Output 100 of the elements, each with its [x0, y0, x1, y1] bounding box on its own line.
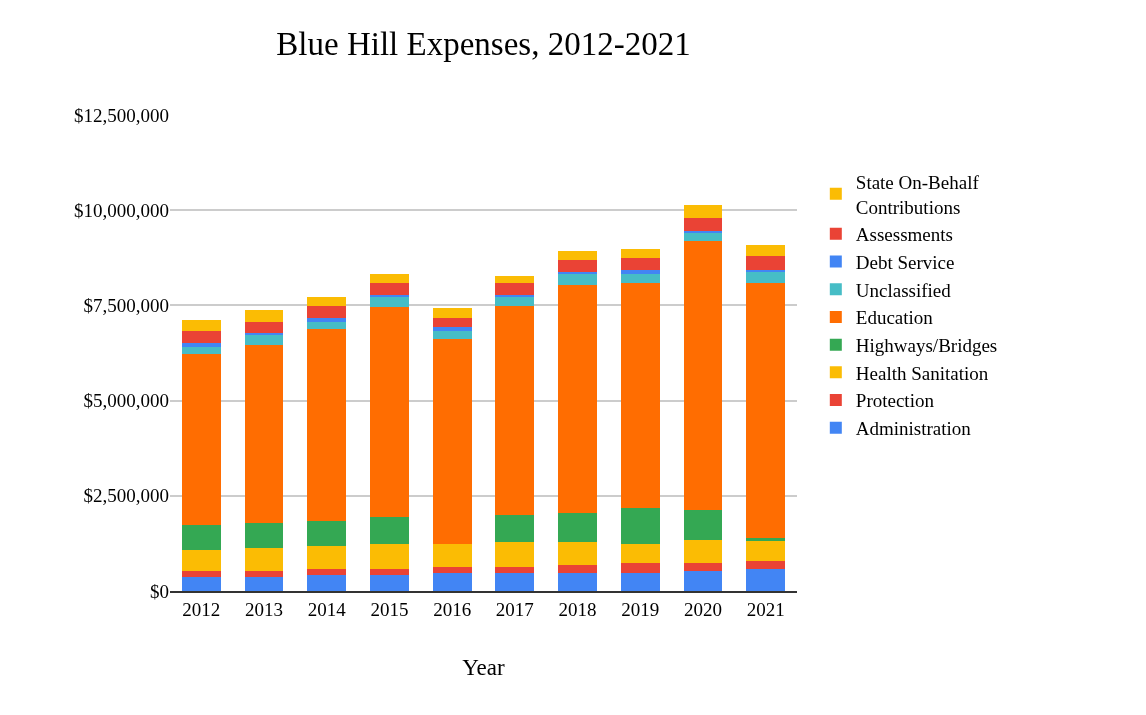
- bar: [495, 573, 535, 591]
- x-tick-label: 2012: [182, 598, 221, 620]
- bar: [181, 549, 221, 572]
- bar: [307, 318, 347, 322]
- bar: [683, 231, 723, 234]
- x-tick-label: 2017: [495, 598, 534, 620]
- bar: [370, 517, 409, 545]
- bar: [181, 330, 221, 343]
- x-tick-label: 2016: [433, 598, 472, 620]
- bar: [495, 296, 535, 307]
- bar: [495, 514, 535, 543]
- legend-label: Highways/Bridges: [855, 335, 998, 357]
- bar: [558, 250, 597, 261]
- bar: [244, 522, 284, 548]
- bar: [746, 283, 786, 539]
- bar: [746, 256, 786, 270]
- bar: [307, 521, 347, 546]
- x-tick-label: 2013: [245, 598, 284, 620]
- bar: [307, 545, 347, 569]
- bar: [683, 540, 723, 564]
- legend-label: Health Sanitation: [855, 362, 989, 384]
- bar: [370, 296, 409, 307]
- bar: [432, 544, 472, 568]
- bar: [683, 571, 723, 591]
- bar: [307, 575, 347, 591]
- bar: [683, 218, 723, 232]
- bar: [432, 308, 472, 318]
- bar: [181, 571, 221, 577]
- bar: [370, 306, 409, 518]
- bar: [620, 563, 660, 574]
- bar: [432, 327, 472, 331]
- bar: [370, 568, 409, 576]
- bar: [620, 249, 660, 259]
- bar: [683, 205, 723, 219]
- bar: [244, 571, 284, 577]
- bar: [620, 544, 660, 564]
- legend-label: Administration: [855, 418, 972, 440]
- bar: [746, 269, 786, 272]
- bar: [244, 576, 284, 591]
- bar: [181, 319, 221, 331]
- x-tick-label: 2015: [370, 598, 409, 620]
- bar: [558, 573, 597, 591]
- bar: [620, 507, 660, 545]
- bar: [370, 273, 409, 284]
- bar: [181, 353, 221, 526]
- bar: [746, 540, 786, 562]
- legend-label: Assessments: [855, 224, 953, 246]
- y-tick-label: $0: [150, 580, 169, 602]
- y-tick-label: $5,000,000: [83, 390, 169, 412]
- bar: [620, 273, 660, 284]
- bar: [307, 329, 347, 522]
- bar: [495, 275, 535, 284]
- x-tick-label: 2020: [683, 598, 722, 620]
- y-tick-label: $12,500,000: [74, 104, 169, 126]
- bar: [370, 575, 409, 591]
- bar: [432, 317, 472, 328]
- x-axis-title: Year: [462, 654, 506, 680]
- bar: [181, 576, 221, 591]
- bar: [307, 568, 347, 576]
- bar: [307, 297, 347, 307]
- bar: [495, 542, 535, 568]
- bar: [432, 330, 472, 339]
- bar: [432, 572, 472, 591]
- bar: [558, 542, 597, 566]
- legend-label: Protection: [855, 390, 935, 412]
- bar: [620, 573, 660, 591]
- bar: [244, 547, 284, 572]
- bar: [495, 306, 535, 515]
- bar: [181, 346, 221, 354]
- x-tick-label: 2014: [307, 598, 347, 620]
- bar: [558, 565, 597, 574]
- bar: [746, 245, 786, 257]
- bar: [244, 334, 284, 345]
- bar: [432, 567, 472, 573]
- bar: [244, 345, 284, 523]
- bar: [558, 273, 597, 285]
- bar: [181, 525, 221, 550]
- bar: [307, 322, 347, 330]
- bar: [746, 271, 786, 284]
- bar: [620, 269, 660, 274]
- bar: [307, 306, 347, 318]
- bar: [244, 321, 284, 334]
- y-tick-label: $10,000,000: [74, 199, 169, 221]
- bar: [620, 258, 660, 270]
- bar: [370, 544, 409, 569]
- legend-label: Unclassified: [855, 279, 952, 301]
- bar: [244, 310, 284, 322]
- bar: [683, 563, 723, 572]
- legend-label: Education: [855, 307, 934, 329]
- bar: [558, 513, 597, 543]
- bar: [558, 284, 597, 514]
- x-tick-label: 2019: [621, 598, 660, 620]
- bar: [683, 509, 723, 541]
- y-tick-label: $2,500,000: [83, 485, 169, 507]
- bar: [746, 569, 786, 591]
- legend-label: State On-Behalf Contributions: [855, 171, 980, 218]
- bar: [495, 283, 535, 295]
- x-tick-label: 2018: [558, 598, 597, 620]
- legend-label: Debt Service: [855, 251, 955, 273]
- bar: [432, 338, 472, 545]
